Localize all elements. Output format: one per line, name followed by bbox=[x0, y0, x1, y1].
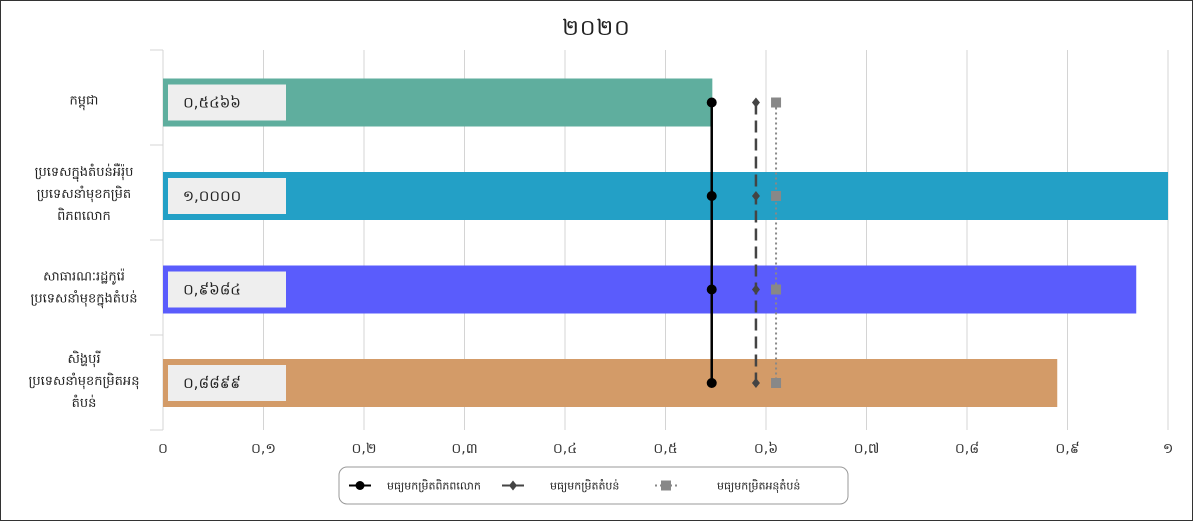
chart-title: ២០២០ bbox=[562, 16, 631, 41]
x-tick-label: ០,៤ bbox=[553, 441, 577, 457]
x-tick-label: ០,៥ bbox=[653, 441, 677, 457]
data-label-box bbox=[168, 365, 286, 401]
legend-box bbox=[338, 466, 849, 505]
category-label: ប្រទេសនាំមុខកម្រិតអនុ bbox=[29, 372, 140, 390]
category-label: សិង្ហបុរី bbox=[67, 350, 100, 368]
x-tick-label: ០,៦ bbox=[754, 441, 778, 457]
data-label: ០,៥៤៦៦ bbox=[183, 94, 241, 112]
reference-marker-diamond bbox=[751, 97, 760, 108]
bar bbox=[163, 359, 1058, 407]
data-label-box bbox=[168, 84, 286, 121]
x-tick-label: ០,៩ bbox=[1055, 441, 1079, 457]
category-label: កម្ពុជា bbox=[70, 94, 99, 111]
reference-marker-circle bbox=[706, 191, 717, 201]
category-label: ប្រទេសក្នុងតំបន់អឺរ៉ុប bbox=[35, 163, 134, 182]
data-label: ០,៩៦៨៤ bbox=[183, 281, 241, 299]
category-label: ពិភពលោក bbox=[57, 207, 111, 224]
data-label-box bbox=[168, 271, 286, 308]
legend-marker-circle bbox=[355, 481, 365, 490]
category-label: ប្រទេសនាំមុខក្នុងតំបន់ bbox=[30, 290, 137, 309]
x-tick-label: ០,៣ bbox=[451, 441, 477, 457]
x-tick-label: ០,៨ bbox=[955, 441, 979, 457]
legend-label: មធ្យមកម្រិតតំបន់ bbox=[550, 479, 619, 493]
reference-marker-square bbox=[771, 97, 782, 108]
legend-marker-square bbox=[661, 480, 671, 491]
x-tick-label: ០,៧ bbox=[854, 441, 880, 457]
reference-marker-circle bbox=[706, 97, 717, 108]
category-label: សាធារណៈរដ្ឋកូរ៉េ bbox=[43, 268, 125, 286]
x-tick-label: ០,១ bbox=[251, 441, 276, 457]
reference-marker-square bbox=[771, 191, 782, 201]
reference-marker-diamond bbox=[751, 284, 760, 295]
data-label: ០,៨៨៩៩ bbox=[183, 374, 241, 392]
reference-marker-circle bbox=[706, 378, 717, 388]
reference-marker-diamond bbox=[751, 378, 760, 388]
category-label: ប្រទេសនាំមុខកម្រិត bbox=[37, 185, 131, 203]
reference-marker-diamond bbox=[751, 191, 760, 201]
reference-marker-circle bbox=[706, 284, 717, 295]
data-label-box bbox=[168, 178, 286, 214]
bar bbox=[163, 172, 1168, 220]
legend-marker-diamond bbox=[509, 480, 517, 491]
legend-label: មធ្យមកម្រិតអនុតំបន់ bbox=[717, 479, 800, 494]
reference-marker-square bbox=[771, 284, 782, 295]
category-label: តំបន់ bbox=[72, 394, 97, 411]
x-tick-label: ០ bbox=[158, 441, 168, 457]
legend-label: មធ្យមកម្រិតពិភពលោក bbox=[387, 479, 481, 493]
x-tick-label: ១ bbox=[1163, 441, 1174, 457]
reference-marker-square bbox=[771, 378, 782, 388]
bar bbox=[163, 265, 1137, 314]
data-label: ១,០០០០ bbox=[183, 187, 242, 205]
x-tick-label: ០,២ bbox=[352, 441, 377, 457]
